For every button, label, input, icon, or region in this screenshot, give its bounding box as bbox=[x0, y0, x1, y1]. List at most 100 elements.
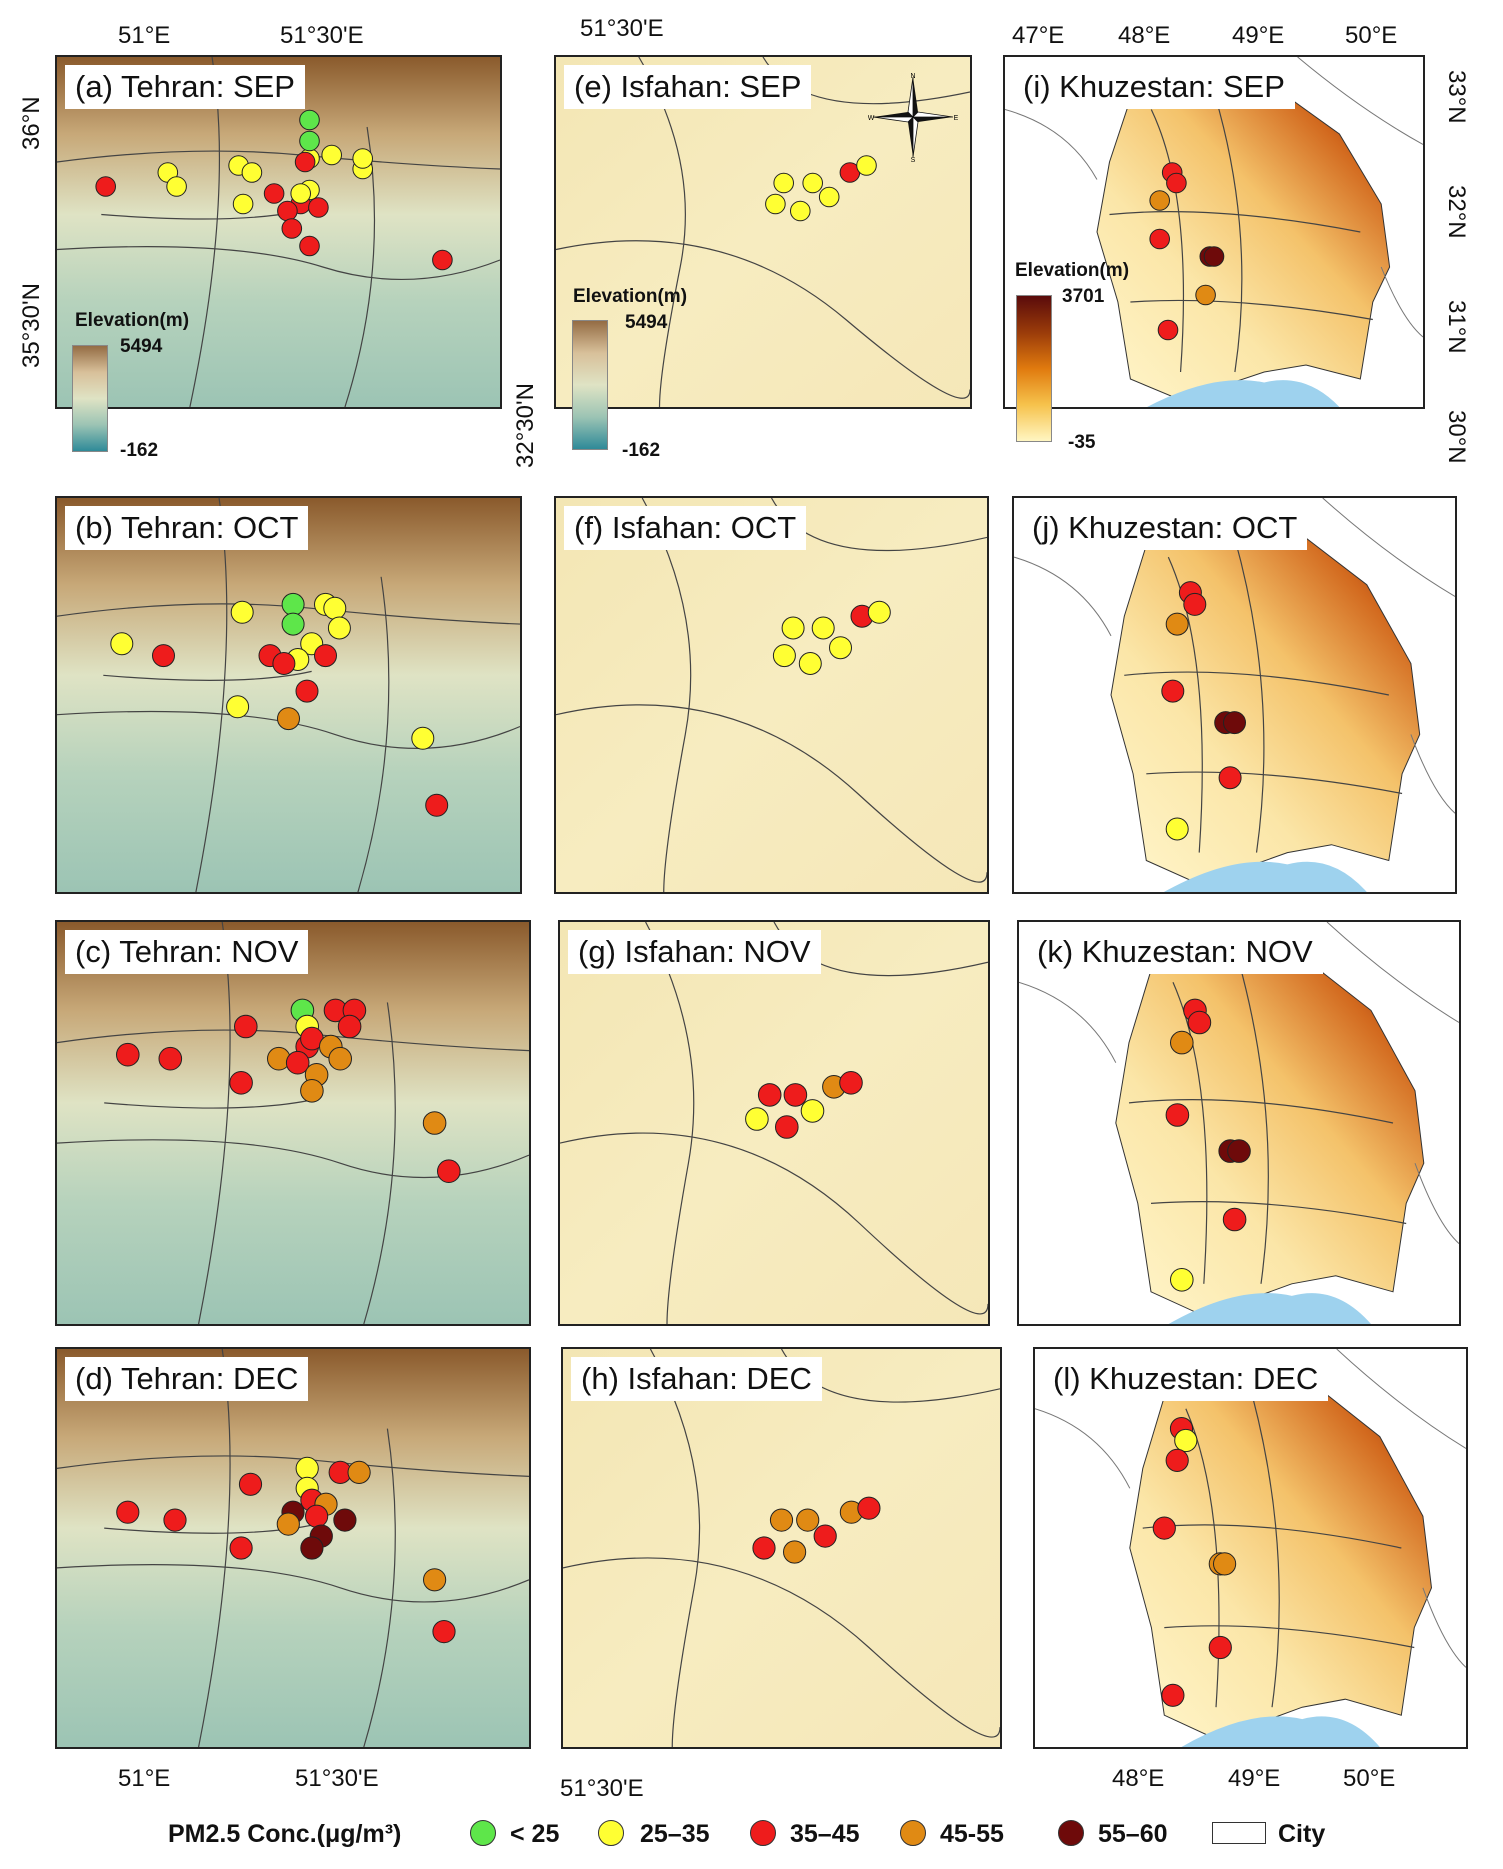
legend-class-4-label: 55–60 bbox=[1098, 1820, 1168, 1848]
station-marker bbox=[745, 1107, 769, 1131]
station-marker bbox=[152, 644, 175, 668]
station-marker bbox=[769, 1508, 794, 1532]
station-marker bbox=[226, 695, 250, 719]
isfahan-elevation-min: -162 bbox=[622, 440, 661, 461]
isfahan-left-lat: 32°30'N bbox=[512, 383, 539, 468]
station-marker bbox=[857, 1496, 881, 1520]
map-canvas bbox=[1014, 498, 1455, 892]
station-marker bbox=[229, 1536, 253, 1560]
map-panel-khuzestan-oct: (j) Khuzestan: OCT bbox=[1012, 496, 1457, 894]
pm25-legend: PM2.5 Conc.(μg/m³) < 25 25–35 35–45 45-5… bbox=[0, 1810, 1503, 1860]
station-marker bbox=[308, 197, 329, 218]
station-marker bbox=[783, 1083, 808, 1107]
station-marker bbox=[772, 644, 796, 668]
map-canvas bbox=[1035, 1349, 1466, 1747]
map-panel-isfahan-dec: (h) Isfahan: DEC bbox=[561, 1347, 1002, 1749]
station-marker bbox=[781, 616, 805, 640]
legend-class-2-label: 35–45 bbox=[790, 1820, 860, 1848]
tehran-elevation-colorbar bbox=[72, 345, 108, 452]
station-marker bbox=[110, 632, 134, 656]
tehran-bottom-lon-51-30e: 51°30'E bbox=[295, 1765, 379, 1792]
panel-title: (g) Isfahan: NOV bbox=[568, 930, 821, 974]
panel-title: (i) Khuzestan: SEP bbox=[1013, 65, 1295, 109]
khuz-elevation-max: 3701 bbox=[1062, 286, 1105, 307]
station-marker bbox=[299, 130, 320, 152]
station-marker bbox=[1203, 246, 1225, 267]
map-panel-isfahan-nov: (g) Isfahan: NOV bbox=[558, 920, 990, 1326]
station-marker bbox=[263, 183, 285, 204]
station-marker bbox=[752, 1536, 776, 1560]
station-marker bbox=[299, 109, 320, 131]
isfahan-elevation-colorbar bbox=[572, 320, 608, 450]
legend-class-1-label: 25–35 bbox=[640, 1820, 710, 1848]
map-canvas bbox=[57, 57, 500, 407]
isfahan-bottom-lon: 51°30'E bbox=[560, 1775, 644, 1802]
isfahan-elevation-title: Elevation(m) bbox=[573, 286, 688, 307]
station-marker bbox=[290, 183, 311, 204]
panel-title: (c) Tehran: NOV bbox=[65, 930, 309, 974]
station-marker bbox=[1183, 592, 1207, 616]
khuz-bottom-lon-48e: 48°E bbox=[1112, 1765, 1165, 1792]
legend-class-4-dot bbox=[1058, 1820, 1084, 1846]
map-panel-isfahan-oct: (f) Isfahan: OCT bbox=[554, 496, 989, 894]
khuz-elevation-title: Elevation(m) bbox=[1015, 260, 1130, 281]
station-marker bbox=[166, 176, 187, 197]
map-panel-tehran-oct: (b) Tehran: OCT bbox=[55, 496, 522, 894]
map-canvas bbox=[1005, 57, 1423, 407]
station-marker bbox=[775, 1115, 799, 1139]
station-marker bbox=[800, 1099, 825, 1123]
khuz-top-lon-50e: 50°E bbox=[1345, 22, 1398, 49]
map-panel-khuzestan-sep: (i) Khuzestan: SEP bbox=[1003, 55, 1425, 409]
legend-title: PM2.5 Conc.(μg/m³) bbox=[168, 1820, 402, 1848]
station-marker bbox=[1174, 1428, 1198, 1453]
panel-title: (b) Tehran: OCT bbox=[65, 506, 309, 550]
station-marker bbox=[829, 636, 852, 660]
station-marker bbox=[299, 235, 320, 257]
station-marker bbox=[423, 1568, 447, 1592]
station-marker bbox=[229, 1071, 253, 1095]
station-marker bbox=[773, 172, 794, 194]
panel-title: (h) Isfahan: DEC bbox=[571, 1357, 822, 1401]
station-marker bbox=[1166, 172, 1187, 194]
khuz-elevation-colorbar bbox=[1016, 295, 1052, 442]
tehran-elevation-min: -162 bbox=[120, 440, 159, 461]
tehran-elevation-title: Elevation(m) bbox=[75, 310, 190, 331]
station-marker bbox=[116, 1042, 140, 1067]
station-marker bbox=[277, 707, 300, 731]
station-marker bbox=[241, 162, 263, 183]
khuz-right-lat-30n: 30°N bbox=[1443, 410, 1470, 464]
station-marker bbox=[1213, 1552, 1237, 1576]
station-marker bbox=[328, 1046, 353, 1071]
legend-city-label: City bbox=[1278, 1820, 1326, 1848]
khuz-bottom-lon-49e: 49°E bbox=[1228, 1765, 1281, 1792]
station-marker bbox=[321, 144, 343, 166]
station-marker bbox=[352, 148, 374, 169]
panel-title: (f) Isfahan: OCT bbox=[564, 506, 807, 550]
station-marker bbox=[1149, 190, 1170, 211]
station-marker bbox=[1208, 1635, 1232, 1660]
station-marker bbox=[1165, 1103, 1190, 1127]
panel-title: (k) Khuzestan: NOV bbox=[1027, 930, 1323, 974]
station-marker bbox=[1170, 1030, 1194, 1055]
map-panel-khuzestan-nov: (k) Khuzestan: NOV bbox=[1017, 920, 1461, 1326]
svg-text:N: N bbox=[910, 73, 915, 80]
map-canvas bbox=[1019, 922, 1459, 1324]
tehran-elevation-max: 5494 bbox=[120, 336, 163, 357]
station-marker bbox=[811, 616, 835, 640]
map-canvas bbox=[57, 498, 520, 892]
khuz-right-lat-32n: 32°N bbox=[1443, 185, 1470, 239]
north-arrow-icon: N S E W bbox=[868, 73, 958, 162]
station-marker bbox=[1187, 1010, 1212, 1035]
station-marker bbox=[272, 652, 296, 675]
station-marker bbox=[1218, 766, 1242, 790]
map-canvas bbox=[57, 922, 529, 1324]
station-marker bbox=[818, 186, 840, 208]
legend-class-0-dot bbox=[470, 1820, 496, 1846]
station-marker bbox=[281, 592, 305, 616]
station-marker bbox=[432, 249, 453, 271]
station-marker bbox=[347, 1460, 371, 1485]
map-panel-tehran-nov: (c) Tehran: NOV bbox=[55, 920, 531, 1326]
station-marker bbox=[798, 652, 822, 675]
station-marker bbox=[422, 1111, 447, 1135]
map-canvas bbox=[563, 1349, 1000, 1747]
